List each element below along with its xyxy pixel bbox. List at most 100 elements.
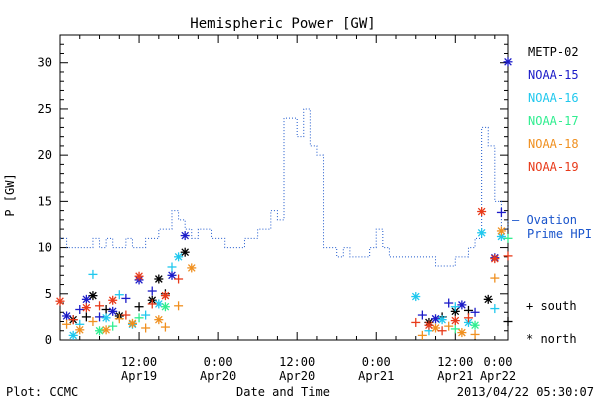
ovation-label: — Ovation — [512, 213, 577, 227]
south-point — [134, 313, 144, 323]
south-point — [141, 310, 151, 320]
south-point — [174, 274, 184, 284]
north-point — [187, 263, 197, 273]
y-tick-label: 20 — [38, 148, 52, 162]
south-point — [437, 326, 447, 336]
north-point — [490, 254, 500, 264]
south-point — [450, 324, 460, 334]
scatter-points — [55, 57, 513, 340]
south-point — [503, 317, 513, 327]
north-point — [174, 252, 184, 262]
south-marker-key: + south — [526, 299, 577, 313]
south-point — [160, 322, 170, 332]
south-point — [167, 262, 177, 272]
y-tick-label: 15 — [38, 194, 52, 208]
x-tick-time-label: 12:00 — [437, 355, 473, 369]
north-point — [108, 306, 118, 316]
south-point — [62, 319, 72, 329]
south-point — [134, 302, 144, 312]
north-point — [483, 294, 493, 304]
south-point — [470, 307, 480, 317]
north-point — [411, 292, 421, 302]
south-point — [121, 310, 131, 320]
north-point — [450, 316, 460, 326]
x-tick-date-label: Apr22 — [480, 369, 516, 383]
x-tick-date-label: Apr21 — [437, 369, 473, 383]
legend: METP-02 NOAA-15 NOAA-16 NOAA-17 NOAA-18 NOAA-… — [528, 45, 579, 174]
north-point — [424, 320, 434, 330]
north-point — [180, 231, 190, 241]
north-point — [154, 274, 164, 284]
north-point — [127, 318, 137, 328]
north-point — [496, 226, 506, 236]
north-point — [101, 325, 111, 335]
south-point — [75, 305, 85, 314]
north-point — [88, 291, 98, 301]
plot-credit: Plot: CCMC — [6, 385, 78, 399]
south-point — [496, 207, 506, 217]
north-point — [167, 270, 177, 280]
x-tick-time-label: 12:00 — [279, 355, 315, 369]
x-tick-time-label: 0:00 — [362, 355, 391, 369]
north-point — [101, 313, 111, 323]
south-point — [490, 304, 500, 314]
south-point — [95, 312, 105, 322]
north-point — [457, 300, 467, 310]
north-point — [75, 325, 85, 335]
south-point — [417, 310, 427, 320]
y-tick-label: 10 — [38, 241, 52, 255]
south-point — [121, 293, 131, 303]
south-point — [463, 313, 473, 323]
x-tick-time-label: 0:00 — [204, 355, 233, 369]
south-point — [114, 290, 124, 300]
south-point — [68, 315, 78, 325]
north-point — [68, 330, 78, 340]
south-point — [470, 329, 480, 339]
x-tick-time-label: 12:00 — [121, 355, 157, 369]
south-point — [174, 301, 184, 311]
north-point — [81, 303, 91, 313]
north-point — [55, 296, 65, 306]
south-point — [444, 321, 454, 331]
north-point — [134, 271, 144, 281]
south-point — [450, 302, 460, 312]
y-tick-label: 0 — [45, 333, 52, 347]
south-point — [147, 299, 157, 309]
south-point — [141, 323, 151, 333]
north-point — [160, 302, 170, 312]
ovation-label-line2: Prime HPI — [527, 227, 592, 241]
x-tick-time-label: 0:00 — [484, 355, 513, 369]
plot-timestamp: 2013/04/22 05:30:07 — [457, 385, 594, 399]
y-tick-label: 5 — [45, 287, 52, 301]
south-point — [411, 317, 421, 327]
south-point — [503, 233, 513, 243]
ovation-line — [60, 108, 509, 267]
north-point — [431, 314, 441, 324]
north-point — [81, 294, 91, 304]
north-point — [457, 328, 467, 338]
north-point — [95, 326, 105, 336]
north-point — [470, 320, 480, 330]
x-tick-date-label: Apr20 — [279, 369, 315, 383]
axes: 05101520253012:00Apr190:00Apr2012:00Apr2… — [38, 34, 516, 383]
x-axis-label: Date and Time — [236, 385, 330, 399]
legend-entry: NOAA-15 — [528, 68, 579, 82]
north-marker-key: * north — [526, 332, 577, 346]
legend-entry: NOAA-16 — [528, 91, 579, 105]
south-point — [114, 314, 124, 324]
chart-title: Hemispheric Power [GW] — [190, 16, 375, 32]
north-point — [180, 247, 190, 257]
x-tick-date-label: Apr19 — [121, 369, 157, 383]
south-point — [95, 301, 105, 311]
north-point — [160, 291, 170, 301]
south-point — [147, 286, 157, 296]
south-point — [101, 305, 111, 314]
south-point — [88, 269, 98, 279]
south-point — [417, 330, 427, 340]
north-point — [477, 207, 487, 217]
south-point — [88, 317, 98, 327]
south-point — [490, 273, 500, 283]
north-point — [62, 311, 72, 321]
